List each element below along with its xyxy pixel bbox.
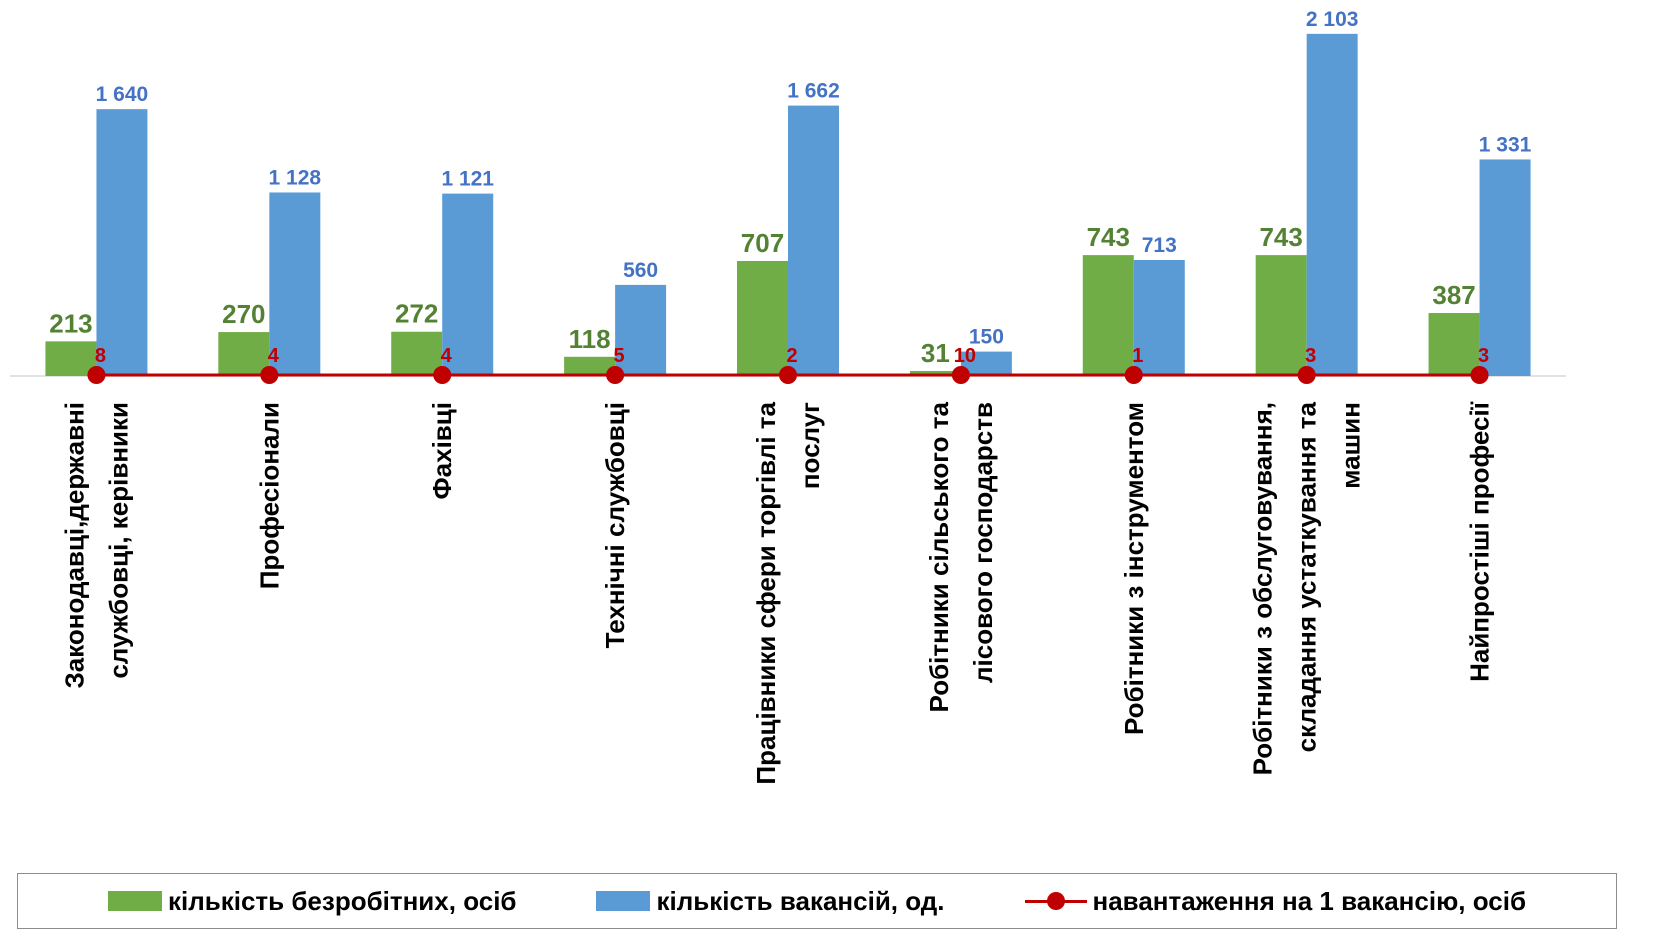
point-load	[951, 366, 970, 384]
point-load	[260, 366, 279, 384]
category-label: складання устаткування та	[1292, 401, 1322, 752]
point-load	[1470, 366, 1489, 384]
legend: кількість безробітних, осіб кількість ва…	[17, 873, 1617, 929]
point-load	[433, 366, 452, 384]
data-label-load: 8	[95, 345, 106, 367]
point-load	[779, 366, 797, 384]
legend-item-unemployed: кількість безробітних, осіб	[108, 886, 516, 917]
category-label: послуг	[795, 402, 825, 489]
bar-unemployed	[737, 260, 788, 376]
legend-item-vacancies: кількість вакансій, од.	[596, 885, 945, 917]
bar-vacancies	[960, 351, 1012, 376]
category-label: службовці, керівники	[103, 402, 133, 679]
bar-vacancies	[269, 192, 321, 376]
legend-swatch-vacancies	[596, 891, 651, 911]
category-label: Технічні службовці	[600, 402, 630, 648]
category-label: Робітники з обслуговування,	[1248, 402, 1278, 775]
data-label-vacancies: 1 662	[787, 80, 840, 103]
data-label-unemployed: 118	[569, 324, 611, 354]
bar-unemployed	[391, 331, 443, 376]
point-load	[1124, 366, 1143, 384]
legend-swatch-unemployed	[108, 891, 162, 911]
category-label: Законодавці,державні	[59, 402, 89, 689]
data-label-load: 5	[614, 345, 625, 367]
data-label-load: 4	[441, 345, 453, 367]
data-label-load: 3	[1478, 345, 1489, 367]
category-label: Професіонали	[254, 402, 284, 589]
bar-unemployed	[218, 332, 270, 376]
data-label-unemployed: 743	[1087, 222, 1130, 252]
bar-vacancies	[1133, 259, 1185, 376]
data-label-load: 2	[786, 345, 797, 367]
bar-unemployed	[1255, 255, 1307, 376]
data-label-unemployed: 707	[741, 228, 784, 258]
data-label-load: 3	[1305, 345, 1316, 367]
data-label-unemployed: 743	[1259, 222, 1302, 252]
bar-vacancies	[788, 105, 839, 377]
data-label-vacancies: 713	[1142, 234, 1177, 257]
data-label-unemployed: 270	[222, 299, 265, 329]
category-label: Найпростіші професії	[1465, 401, 1495, 682]
bar-unemployed	[45, 341, 97, 376]
data-label-vacancies: 2 103	[1306, 8, 1359, 31]
category-label: Робітники сільського та	[924, 401, 954, 712]
data-label-unemployed: 272	[395, 299, 438, 329]
category-label: Фахівці	[427, 402, 457, 500]
data-label-vacancies: 1 128	[269, 166, 322, 189]
bar-unemployed	[909, 370, 961, 376]
data-label-vacancies: 560	[623, 259, 658, 282]
data-label-vacancies: 1 331	[1479, 133, 1532, 156]
data-label-load: 1	[1132, 345, 1143, 367]
legend-item-load: навантаження на 1 вакансію, осіб	[1024, 885, 1526, 917]
category-label: лісового господарств	[968, 402, 998, 683]
point-load	[1297, 366, 1316, 384]
bar-unemployed	[564, 356, 616, 376]
data-label-unemployed: 213	[49, 308, 92, 338]
category-label: Працівники сфери торгівлі та	[751, 401, 781, 784]
data-label-vacancies: 1 640	[96, 83, 149, 106]
bar-unemployed	[1082, 255, 1134, 376]
bar-vacancies	[442, 193, 494, 376]
bar-vacancies	[615, 284, 667, 376]
bar-vacancies	[1479, 159, 1531, 376]
data-label-load: 10	[954, 345, 976, 367]
data-label-vacancies: 1 121	[441, 168, 494, 191]
legend-label-unemployed: кількість безробітних, осіб	[168, 885, 517, 916]
point-load	[606, 366, 625, 384]
data-label-load: 4	[268, 345, 280, 367]
legend-label-vacancies: кількість вакансій, од.	[656, 885, 945, 916]
category-label: Робітники з інструментом	[1119, 402, 1149, 735]
data-label-unemployed: 387	[1432, 280, 1475, 310]
bar-vacancies	[1306, 33, 1358, 377]
category-label: машин	[1336, 402, 1366, 489]
legend-label-load: навантаження на 1 вакансію, осіб	[1092, 885, 1526, 916]
bar-vacancies	[96, 109, 148, 376]
legend-swatch-load	[1024, 891, 1087, 911]
bar-unemployed	[1428, 313, 1480, 376]
data-label-vacancies: 150	[969, 326, 1004, 349]
data-label-unemployed: 31	[921, 338, 950, 368]
point-load	[87, 366, 106, 384]
